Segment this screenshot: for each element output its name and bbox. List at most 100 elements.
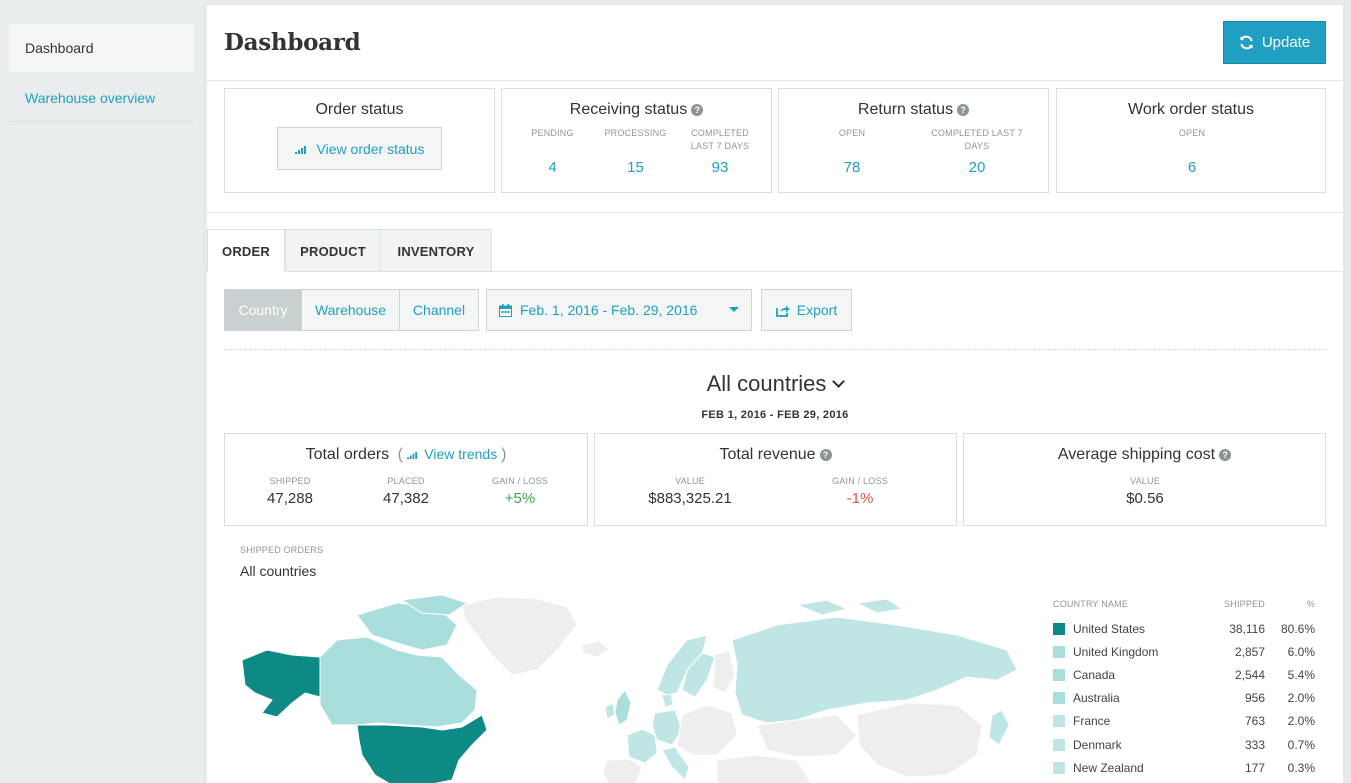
total-revenue-title: Total revenue? [595,446,956,464]
work-order-status-title: Work order status [1128,101,1254,118]
calendar-icon [499,303,512,317]
pending-metric: PENDING 4 [520,127,585,176]
map-country-russia[interactable] [731,616,1017,724]
legend-row[interactable]: Denmark 333 0.7% [1053,733,1315,756]
metric-value[interactable]: 4 [548,159,557,176]
update-button[interactable]: Update [1223,21,1326,64]
segment-channel[interactable]: Channel [399,289,479,331]
legend-row[interactable]: United Kingdom 2,857 6.0% [1053,640,1315,663]
map-country-germany[interactable] [651,709,683,746]
map-country-iceland[interactable] [581,640,610,658]
legend-country-name: Australia [1053,691,1203,705]
metric-value: +5% [504,490,536,507]
map-country-france[interactable] [626,728,658,764]
sidebar-item-warehouse-overview[interactable]: Warehouse overview [9,74,194,122]
legend-country-name: United States [1053,622,1203,636]
map-country-kazakhstan[interactable] [756,714,858,758]
legend-shipped-value: 333 [1244,737,1265,752]
export-button[interactable]: Export [761,289,852,331]
metric-value[interactable]: 78 [843,159,861,176]
legend-pct-value: 6.0% [1287,644,1315,659]
tab-order[interactable]: ORDER [207,229,285,272]
average-shipping-cost-title-text: Average shipping cost [1057,446,1216,463]
metric-value: 47,382 [383,490,429,507]
legend-row[interactable]: United States 38,116 80.6% [1053,617,1315,640]
order-status-title: Order status [315,101,404,118]
legend-country-label: Australia [1073,691,1120,706]
view-order-status-button[interactable]: View order status [277,127,442,170]
legend-row[interactable]: Canada 2,544 5.4% [1053,663,1315,686]
metric-value: $883,325.21 [648,490,732,507]
view-order-status-label: View order status [316,140,425,157]
map-country-canada-north-2[interactable] [400,595,469,616]
map-country-united-kingdom[interactable] [614,689,632,726]
segment-country[interactable]: Country [224,289,302,331]
legend-swatch [1053,738,1065,751]
view-trends-label: View trends [424,446,498,462]
world-map[interactable] [237,595,1017,783]
map-country-eastern-europe[interactable] [676,704,738,756]
help-icon[interactable]: ? [957,104,970,116]
receiving-status-title: Receiving status? [502,101,771,119]
date-range-dropdown[interactable]: Feb. 1, 2016 - Feb. 29, 2016 [486,289,752,331]
completed-metric: COMPLETED LAST 7 DAYS 93 [685,127,755,176]
map-country-ireland[interactable] [604,702,616,720]
legend-pct-value: 0.7% [1287,737,1315,752]
metric-label: GAIN / LOSS [492,476,548,486]
metric-value[interactable]: 93 [711,159,729,176]
map-country-greenland[interactable] [461,596,578,676]
help-icon[interactable]: ? [819,449,832,461]
map-country-middle-east[interactable] [716,754,812,783]
metric-value[interactable]: 6 [1187,159,1197,176]
metric-label: COMPLETED LAST 7 DAYS [690,128,750,151]
map-country-russia-islands[interactable] [795,598,904,616]
return-status-title: Return status? [779,101,1048,119]
legend-row[interactable]: New Zealand 177 0.3% [1053,756,1315,779]
metric-label: VALUE [675,476,705,486]
legend-country-name: United Kingdom [1053,645,1203,659]
map-country-united-states[interactable] [356,714,488,783]
chevron-down-icon [729,307,739,312]
metric-value[interactable]: 20 [968,159,986,176]
legend-row[interactable]: France 763 2.0% [1053,710,1315,733]
total-orders-card: Total orders ( View trends ) SHIPPED 47,… [224,433,588,526]
shipping-value-metric: VALUE $0.56 [1105,476,1185,507]
legend-rows: United States 38,116 80.6% United Kingdom 2,… [1053,617,1315,779]
sidebar-item-dashboard[interactable]: Dashboard [9,24,194,72]
page-header: Dashboard Update [207,5,1343,81]
view-trends-link[interactable]: View trends [407,446,501,462]
region-selector[interactable]: All countries [207,371,1343,397]
legend-country-name: New Zealand [1053,761,1203,775]
legend-shipped-value: 956 [1244,691,1265,706]
legend-shipped-value: 2,544 [1234,667,1265,682]
map-country-japan[interactable] [988,709,1010,746]
map-country-canada[interactable] [319,636,478,728]
metric-label: COMPLETED LAST 7 DAYS [931,128,1023,151]
metric-value: $0.56 [1126,490,1164,507]
map-subtitle: All countries [240,563,317,579]
total-orders-title-text: Total orders [305,446,390,463]
map-country-spain[interactable] [602,758,643,783]
open-metric: OPEN 78 [817,127,887,176]
legend-header: COUNTRY NAME SHIPPED % [1053,599,1315,617]
receiving-status-card: Receiving status? PENDING 4 PROCESSING 1… [501,88,772,193]
update-button-label: Update [1261,34,1311,51]
map-country-alaska[interactable] [241,649,321,718]
revenue-value-metric: VALUE $883,325.21 [635,476,745,507]
tab-inventory[interactable]: INVENTORY [380,229,492,272]
metric-value: -1% [846,490,874,507]
tab-product[interactable]: PRODUCT [285,229,381,272]
metric-value[interactable]: 15 [627,159,644,176]
map-country-china[interactable] [856,702,983,778]
status-row: Order status View order status Receiving… [207,82,1343,213]
region-date-range: FEB 1, 2016 - FEB 29, 2016 [701,409,849,421]
legend-shipped-value: 177 [1244,760,1265,775]
metric-label: GAIN / LOSS [832,476,888,486]
segment-warehouse[interactable]: Warehouse [301,289,400,331]
map-country-finland[interactable] [712,649,736,694]
map-country-italy[interactable] [661,746,690,781]
help-icon[interactable]: ? [691,104,704,116]
help-icon[interactable]: ? [1219,449,1232,461]
legend-row[interactable]: Australia 956 2.0% [1053,687,1315,710]
legend-swatch [1053,622,1065,635]
